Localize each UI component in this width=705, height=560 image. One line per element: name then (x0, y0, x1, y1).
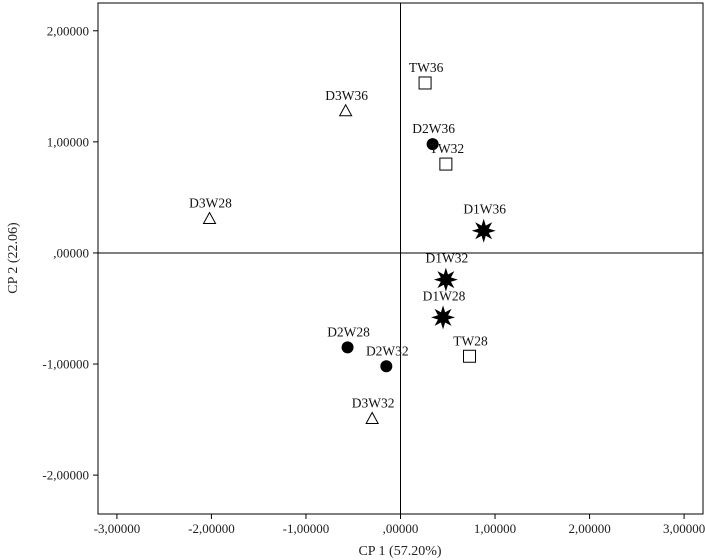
x-tick-label: 2,00000 (568, 521, 610, 536)
y-tick-label: ,00000 (53, 245, 89, 260)
y-tick-label: -1,00000 (42, 357, 89, 372)
point-d3w28-label: D3W28 (189, 196, 232, 211)
point-d3w32-label: D3W32 (352, 395, 395, 410)
x-tick-label: -3,00000 (94, 521, 141, 536)
y-tick-label: 2,00000 (47, 23, 89, 38)
y-tick-label: 1,00000 (47, 134, 89, 149)
x-tick-label: ,00000 (383, 521, 419, 536)
y-axis-title: CP 2 (22.06) (6, 222, 21, 294)
y-tick-label: -2,00000 (42, 468, 89, 483)
point-d1w28-star-marker (431, 305, 455, 329)
point-tw28-label: TW28 (453, 333, 488, 348)
point-d2w28-label: D2W28 (327, 324, 370, 339)
point-d1w32-label: D1W32 (426, 251, 469, 266)
x-axis-title: CP 1 (57.20%) (358, 544, 441, 559)
point-d2w28-circle-marker (342, 341, 354, 353)
x-axis-ticks: -3,00000 -2,00000 -1,00000 ,00000 1,00000 2,0… (94, 514, 705, 536)
point-tw32-label: TW32 (430, 141, 465, 156)
point-d2w32-label: D2W32 (366, 343, 409, 358)
y-axis-ticks: 2,00000 1,00000 ,00000 -1,00000 -2,00000 (42, 23, 98, 482)
point-tw36-label: TW36 (409, 60, 444, 75)
point-d1w36-star-marker (472, 219, 496, 243)
point-tw32-square-marker (440, 158, 452, 170)
x-tick-label: -1,00000 (283, 521, 330, 536)
x-tick-label: -2,00000 (188, 521, 235, 536)
point-tw36-square-marker (419, 77, 431, 89)
point-d1w28-label: D1W28 (423, 288, 466, 303)
point-d3w36-label: D3W36 (325, 88, 368, 103)
x-tick-label: 3,00000 (663, 521, 705, 536)
point-tw28-square-marker (464, 350, 476, 362)
point-d2w32-circle-marker (380, 360, 392, 372)
point-d2w36-label: D2W36 (412, 121, 455, 136)
point-d1w36-label: D1W36 (463, 202, 506, 217)
x-tick-label: 1,00000 (474, 521, 516, 536)
